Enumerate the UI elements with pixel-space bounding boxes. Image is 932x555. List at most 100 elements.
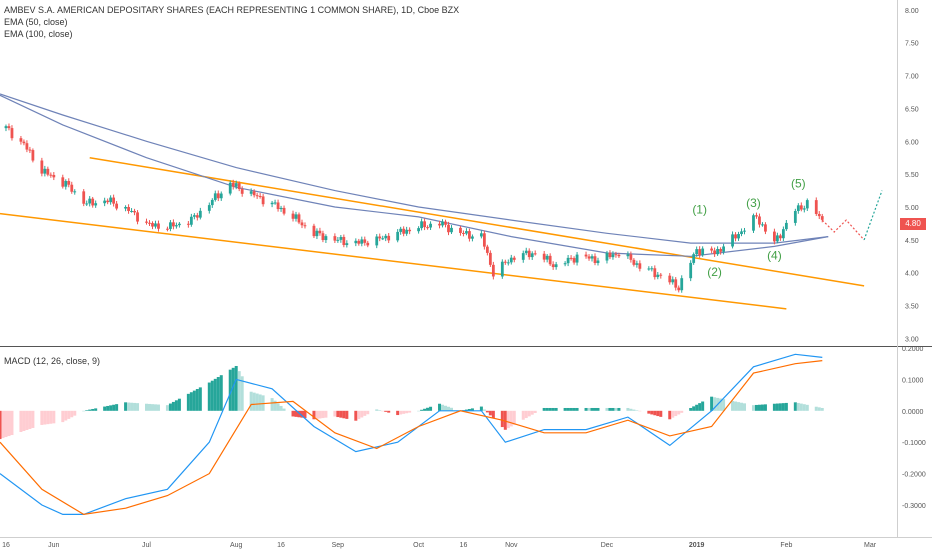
hist-bar xyxy=(381,410,385,412)
candle-body xyxy=(252,191,256,196)
hist-bar xyxy=(336,410,340,418)
hist-bar xyxy=(426,407,430,411)
candle-body xyxy=(234,183,238,187)
hist-bar xyxy=(784,402,788,411)
candle-body xyxy=(64,180,68,187)
ema50-legend[interactable]: EMA (50, close) xyxy=(4,17,68,27)
candles xyxy=(4,123,824,293)
main-legend: AMBEV S.A. AMERICAN DEPOSITARY SHARES (E… xyxy=(4,4,459,40)
candle-body xyxy=(656,274,660,278)
hist-bar xyxy=(423,408,427,411)
hist-bar xyxy=(360,410,364,418)
hist-bar xyxy=(551,407,555,411)
hist-bar xyxy=(339,410,343,418)
hist-bar xyxy=(563,407,567,411)
candle-body xyxy=(653,268,657,278)
hist-bar xyxy=(650,410,654,415)
candle-body xyxy=(814,200,818,214)
projection-up xyxy=(863,190,883,241)
hist-bar xyxy=(701,401,705,411)
hist-bar xyxy=(234,365,238,411)
wave-label: (4) xyxy=(767,249,782,263)
price-tick-label: 5.00 xyxy=(905,205,919,212)
hist-bar xyxy=(626,407,630,411)
candle-body xyxy=(354,240,358,244)
candle-body xyxy=(611,254,615,258)
candle-body xyxy=(420,221,423,229)
candle-body xyxy=(740,231,743,235)
candle-body xyxy=(109,197,113,203)
candle-body xyxy=(133,210,136,213)
candle-body xyxy=(178,223,181,226)
candle-body xyxy=(632,259,636,265)
trendlines xyxy=(0,156,865,310)
hist-bar xyxy=(109,405,113,411)
candle-body xyxy=(689,262,693,279)
candle-body xyxy=(465,231,468,234)
chart-title[interactable]: AMBEV S.A. AMERICAN DEPOSITARY SHARES (E… xyxy=(4,5,460,15)
candle-body xyxy=(363,239,367,243)
hist-bar xyxy=(441,404,445,411)
candle-body xyxy=(710,248,714,251)
hist-bar xyxy=(647,410,651,414)
hist-bar xyxy=(192,390,196,411)
hist-bar xyxy=(112,404,116,411)
hist-bar xyxy=(512,410,516,425)
hist-bar xyxy=(354,410,358,421)
candle-body xyxy=(755,215,758,217)
candle-body xyxy=(695,249,699,255)
hist-bar xyxy=(632,409,636,411)
hist-bar xyxy=(333,410,337,417)
candle-body xyxy=(781,229,785,239)
candle-body xyxy=(52,174,56,178)
hist-bar xyxy=(156,404,160,411)
wave-label: (5) xyxy=(791,176,806,190)
candle-body xyxy=(67,180,71,185)
hist-bar xyxy=(719,398,723,411)
hist-bar xyxy=(145,403,149,411)
hist-bar xyxy=(70,410,74,418)
candle-body xyxy=(73,191,77,193)
hist-bar xyxy=(438,403,442,411)
candle-body xyxy=(315,230,319,237)
candle-body xyxy=(219,193,223,199)
candle-body xyxy=(701,248,705,256)
hist-bar xyxy=(629,408,633,411)
price-tick-label: 3.50 xyxy=(905,304,919,311)
hist-bar xyxy=(763,404,767,411)
macd-title[interactable]: MACD (12, 26, close, 9) xyxy=(4,356,101,366)
candle-body xyxy=(743,230,746,232)
candle-body xyxy=(249,191,253,194)
hist-bar xyxy=(674,410,678,417)
hist-bar xyxy=(291,410,295,417)
hist-bar xyxy=(61,410,65,423)
candle-body xyxy=(375,236,379,246)
hist-bar xyxy=(168,403,172,411)
hist-bar xyxy=(668,410,672,420)
candle-body xyxy=(103,200,107,204)
hist-bar xyxy=(593,407,597,411)
hist-bar xyxy=(554,407,558,411)
hist-bar xyxy=(506,410,510,429)
candle-body xyxy=(429,223,432,228)
candle-body xyxy=(647,268,651,270)
hist-bar xyxy=(378,410,382,411)
hist-bar xyxy=(695,404,699,411)
macd-tick-label: 0.2000 xyxy=(902,346,924,353)
candle-body xyxy=(626,254,630,257)
hist-bar xyxy=(300,410,304,418)
projection-path xyxy=(821,190,883,241)
candle-body xyxy=(312,225,316,237)
trendline-2 xyxy=(0,212,787,310)
candle-body xyxy=(716,248,719,255)
candle-body xyxy=(482,233,486,247)
hist-bar xyxy=(402,410,406,414)
candle-body xyxy=(115,203,119,209)
ema100-legend[interactable]: EMA (100, close) xyxy=(4,29,73,39)
hist-bar xyxy=(793,402,797,411)
candle-body xyxy=(216,193,220,199)
candle-body xyxy=(357,240,361,244)
macd-line xyxy=(0,353,823,516)
